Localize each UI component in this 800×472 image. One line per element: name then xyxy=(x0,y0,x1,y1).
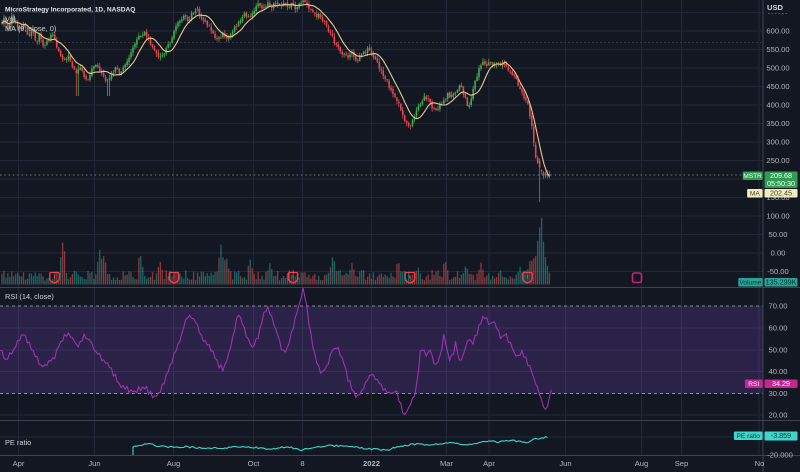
svg-text:Jun: Jun xyxy=(559,459,571,468)
svg-text:350.00: 350.00 xyxy=(766,119,789,128)
svg-text:30.00: 30.00 xyxy=(768,389,787,398)
svg-text:50.00: 50.00 xyxy=(768,346,787,355)
svg-text:300.00: 300.00 xyxy=(766,138,789,147)
svg-text:8: 8 xyxy=(300,459,304,468)
svg-text:MA: MA xyxy=(750,190,760,197)
svg-text:-50.00: -50.00 xyxy=(767,267,789,276)
svg-text:600.00: 600.00 xyxy=(766,27,789,36)
svg-text:RSI: RSI xyxy=(748,381,759,388)
svg-text:PE ratio: PE ratio xyxy=(736,433,760,440)
svg-text:500.00: 500.00 xyxy=(766,64,789,73)
svg-text:Jun: Jun xyxy=(88,459,100,468)
svg-text:2022: 2022 xyxy=(363,459,380,468)
svg-text:MSTR: MSTR xyxy=(743,173,762,180)
svg-text:202.45: 202.45 xyxy=(770,188,792,197)
svg-text:Apr: Apr xyxy=(483,459,495,468)
svg-text:0.00: 0.00 xyxy=(771,249,786,258)
svg-text:70.00: 70.00 xyxy=(768,302,787,311)
svg-text:-3.859: -3.859 xyxy=(771,431,791,440)
svg-text:05:50:30: 05:50:30 xyxy=(767,179,795,188)
svg-text:RSI (14, close): RSI (14, close) xyxy=(5,292,54,301)
svg-text:Apr: Apr xyxy=(13,459,25,468)
svg-text:Aug: Aug xyxy=(635,459,649,468)
svg-text:-20.000: -20.000 xyxy=(767,451,793,460)
svg-text:34.29: 34.29 xyxy=(772,379,790,388)
svg-text:40.00: 40.00 xyxy=(768,367,787,376)
svg-text:250.00: 250.00 xyxy=(766,156,789,165)
svg-text:Oct: Oct xyxy=(248,459,261,468)
svg-text:60.00: 60.00 xyxy=(768,324,787,333)
svg-text:450.00: 450.00 xyxy=(766,82,789,91)
svg-text:135.299K: 135.299K xyxy=(766,277,797,286)
svg-text:Vol: Vol xyxy=(5,15,16,24)
svg-text:USD: USD xyxy=(767,3,784,12)
svg-text:400.00: 400.00 xyxy=(766,101,789,110)
svg-text:MicroStrategy Incorporated, 1D: MicroStrategy Incorporated, 1D, NASDAQ xyxy=(5,7,135,14)
svg-text:MA (9, close, 0): MA (9, close, 0) xyxy=(5,24,56,33)
svg-text:Aug: Aug xyxy=(167,459,181,468)
svg-text:209.68: 209.68 xyxy=(770,171,792,180)
svg-text:Volume: Volume xyxy=(739,279,761,286)
svg-text:20.00: 20.00 xyxy=(768,411,787,420)
svg-text:PE ratio: PE ratio xyxy=(5,438,31,447)
svg-text:Mar: Mar xyxy=(440,459,454,468)
svg-text:100.00: 100.00 xyxy=(766,212,789,221)
svg-text:Sep: Sep xyxy=(675,459,689,468)
svg-text:50.00: 50.00 xyxy=(768,230,787,239)
svg-text:No: No xyxy=(755,459,765,468)
svg-text:550.00: 550.00 xyxy=(766,45,789,54)
svg-text:150.00: 150.00 xyxy=(766,193,789,202)
